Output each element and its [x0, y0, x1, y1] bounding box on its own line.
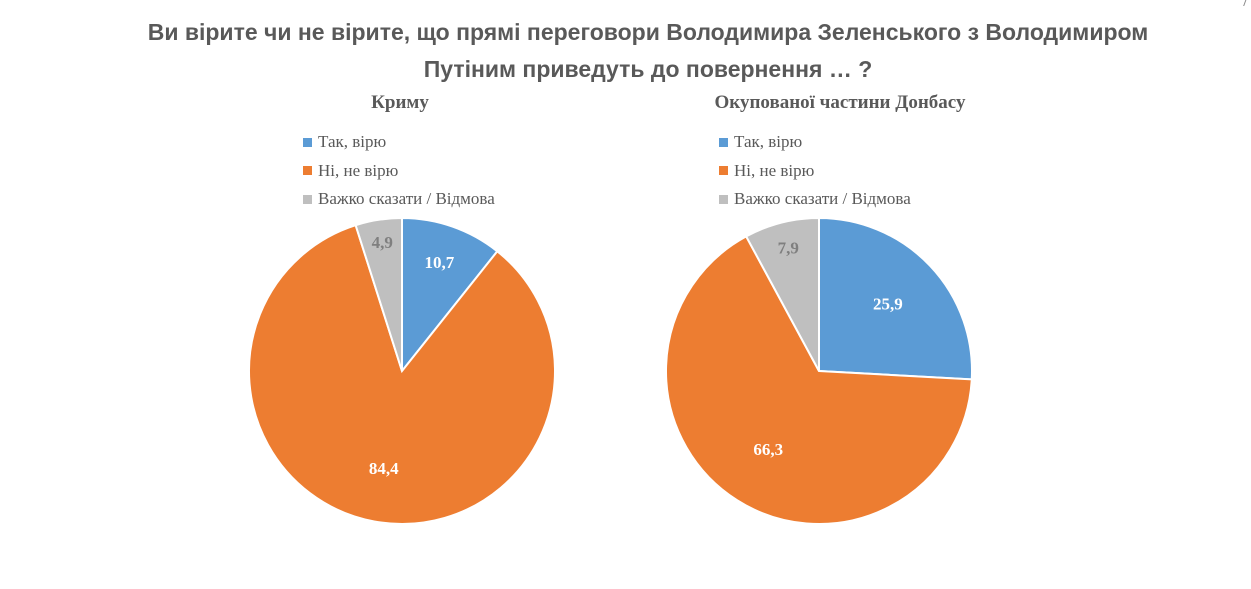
pie-slice-hard: [744, 216, 820, 372]
legend-item-hard: Важко сказати / Відмова: [719, 185, 911, 214]
legend-label-no: Ні, не вірю: [734, 160, 815, 180]
legend-label-no: Ні, не вірю: [318, 160, 399, 180]
pie-slice-yes: [401, 216, 499, 374]
pie-slice-yes: [818, 216, 973, 381]
legend-label-hard: Важко сказати / Відмова: [318, 189, 495, 209]
data-label-no: 66,3: [753, 440, 783, 459]
legend-swatch-hard: [303, 194, 312, 204]
pie-slice-hard: [354, 216, 403, 372]
data-label-yes: 25,9: [873, 295, 903, 314]
pie-donbas: 25,9 66,3 7,9: [665, 216, 973, 525]
legend-donbas: Так, вірю Ні, не вірю Важко сказати / Ві…: [719, 128, 911, 214]
pie-slice-no: [248, 223, 556, 525]
legend-label-yes: Так, вірю: [734, 132, 803, 152]
legend-swatch-yes: [303, 137, 312, 147]
legend-item-yes: Так, вірю: [303, 128, 495, 157]
data-label-yes: 10,7: [424, 253, 454, 272]
legend-swatch-no: [719, 166, 728, 176]
legend-label-hard: Важко сказати / Відмова: [734, 189, 911, 209]
main-title-line-1: Ви вірите чи не вірите, що прямі перегов…: [147, 19, 1149, 45]
legend-item-hard: Важко сказати / Відмова: [303, 185, 495, 214]
legend-crimea: Так, вірю Ні, не вірю Важко сказати / Ві…: [303, 128, 495, 214]
pie-slice-no: [665, 235, 973, 525]
chart-title-donbas: Окупованої частини Донбасу: [714, 92, 966, 113]
data-label-no: 84,4: [369, 459, 399, 478]
main-title: Ви вірите чи не вірите, що прямі перегов…: [0, 14, 1251, 88]
legend-item-no: Ні, не вірю: [719, 157, 911, 186]
legend-swatch-yes: [719, 137, 728, 147]
legend-item-yes: Так, вірю: [719, 128, 911, 157]
legend-swatch-no: [303, 166, 312, 176]
pie-crimea: 10,7 84,4 4,9: [248, 216, 556, 525]
main-title-line-2: Путіним приведуть до повернення … ?: [423, 56, 873, 82]
data-label-hard: 4,9: [372, 233, 393, 252]
data-label-hard: 7,9: [778, 238, 799, 257]
legend-item-no: Ні, не вірю: [303, 157, 495, 186]
chart-title-crimea: Криму: [371, 92, 429, 113]
legend-label-yes: Так, вірю: [318, 132, 387, 152]
legend-swatch-hard: [719, 194, 728, 204]
